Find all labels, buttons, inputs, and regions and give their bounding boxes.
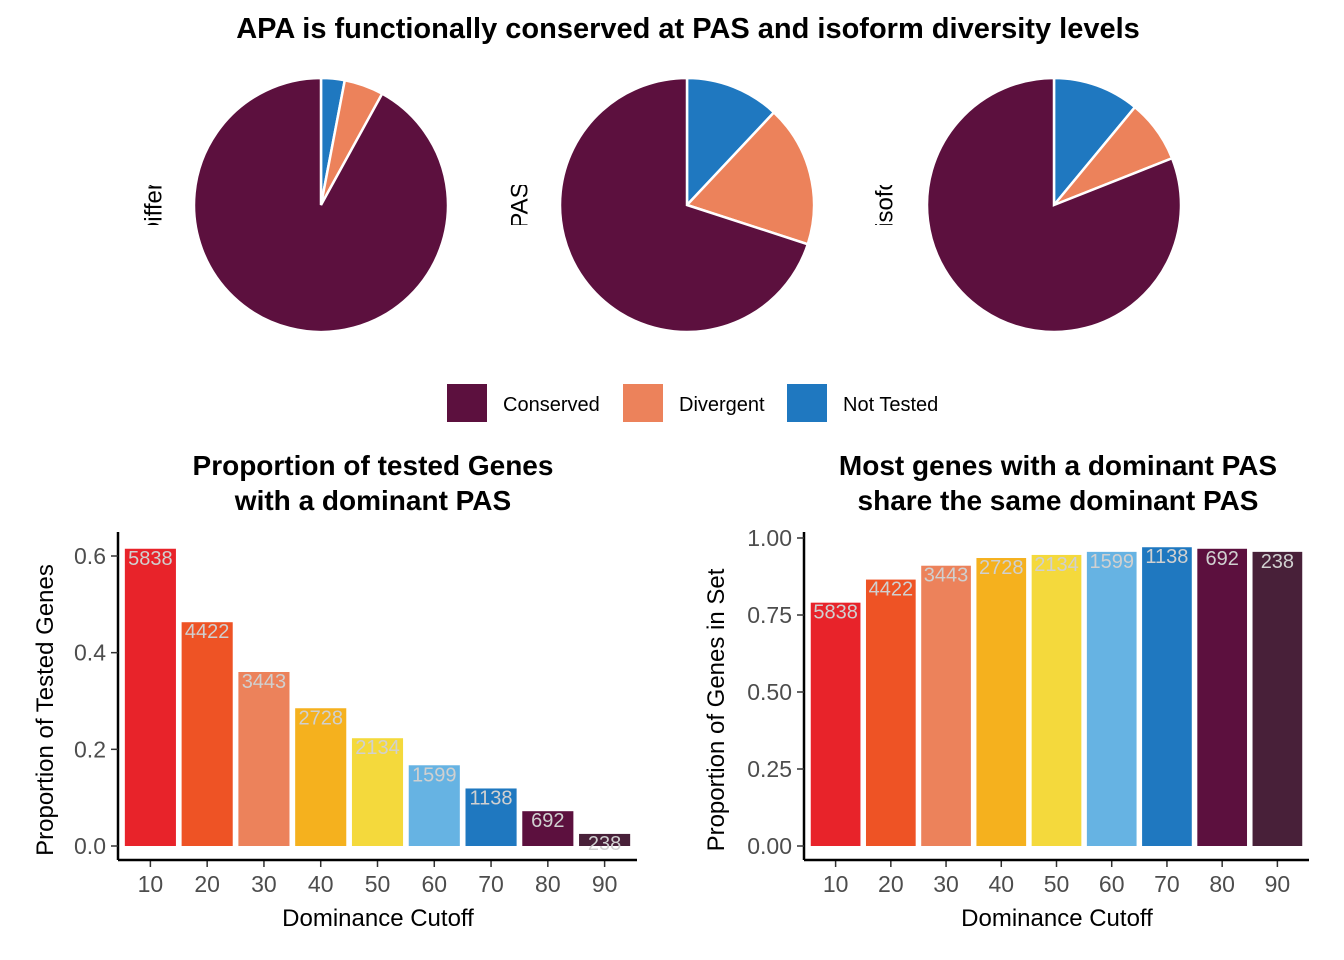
bar-90 [1252,551,1303,846]
bar-30 [921,565,971,846]
x-tick-label: 50 [1044,871,1070,897]
bar-70 [465,788,517,846]
x-tick-label: 40 [308,871,334,897]
bar-40 [295,708,347,846]
bar-label-70: 1138 [470,787,513,809]
pie-slice-conserved [192,76,450,334]
y-tick-label: 0.00 [747,833,792,859]
bar-50 [1031,554,1082,846]
x-tick-label: 90 [1265,871,1291,897]
x-tick-label: 90 [592,871,618,897]
bar-label-80: 692 [531,810,564,832]
x-tick-label: 20 [194,871,220,897]
x-tick-label: 10 [138,871,164,897]
y-axis-label: Proportion of Tested Genes [32,564,59,856]
bar-label-70: 1138 [1145,546,1188,568]
bar-label-40: 2728 [979,557,1024,579]
bar-60 [1086,551,1137,846]
x-tick-label: 60 [1099,871,1125,897]
pie-ylabel: PAS Differences [140,118,167,292]
y-tick-label: 0.4 [74,640,106,666]
x-tick-label: 40 [988,871,1014,897]
legend-label-conserved: Conserved [503,394,600,416]
legend-label-not-tested: Not Tested [843,394,938,416]
x-tick-label: 30 [933,871,959,897]
pie-chart-2: Genes with PAS Differneces [506,55,816,356]
x-tick-label: 80 [1209,871,1235,897]
chart-title-line-2: with a dominant PAS [234,485,511,516]
bar-label-10: 5838 [128,548,173,570]
x-tick-label: 30 [251,871,277,897]
x-tick-label: 60 [421,871,447,897]
bar-chart-1: Proportion of tested Genes with a dominan… [32,450,637,932]
y-tick-label: 0.6 [74,543,106,569]
y-tick-label: 0.50 [747,679,792,705]
bar-label-50: 2134 [355,737,400,759]
pie-slice-conserved [925,76,1183,334]
x-tick-label: 10 [823,871,849,897]
figure-title: APA is functionally conserved at PAS and… [236,13,1140,45]
bar-label-10: 5838 [813,602,858,624]
bar-label-60: 1599 [412,764,457,786]
bar-20 [865,579,916,846]
bar-label-90: 238 [588,833,621,855]
x-tick-label: 20 [878,871,904,897]
pie-chart-3: Differences isoform diversity [871,55,1183,356]
y-tick-label: 0.75 [747,602,792,628]
pie-charts: PAS Differences Genes with PAS Differnece… [140,55,1183,356]
bar-80 [522,811,574,846]
bar-60 [408,765,460,846]
legend-key-divergent [623,384,663,422]
chart-title-line-1: Most genes with a dominant PAS [839,450,1277,481]
legend-key-conserved [447,384,487,422]
x-axis-label: Dominance Cutoff [961,905,1153,932]
legend-key-not-tested [787,384,827,422]
x-tick-label: 70 [1154,871,1180,897]
x-tick-label: 80 [535,871,561,897]
bar-label-60: 1599 [1089,551,1134,573]
bar-70 [1142,547,1192,846]
y-tick-label: 0.0 [74,833,106,859]
bar-label-40: 2728 [298,707,343,729]
y-axis-label: Proportion of Genes in Set [703,568,730,851]
chart-title-line-2: share the same dominant PAS [858,485,1259,516]
chart-title-line-1: Proportion of tested Genes [193,450,554,481]
bar-label-20: 4422 [185,621,230,643]
bar-label-80: 692 [1205,548,1238,570]
bar-80 [1197,548,1248,846]
bar-label-30: 3443 [242,671,287,693]
legend-label-divergent: Divergent [679,394,765,416]
y-tick-label: 1.00 [747,525,792,551]
x-tick-label: 50 [365,871,391,897]
y-tick-label: 0.2 [74,736,106,762]
bar-50 [351,738,404,846]
bar-label-30: 3443 [924,565,969,587]
x-tick-label: 70 [478,871,504,897]
legend: Conserved Divergent Not Tested [447,384,938,422]
bar-40 [976,558,1027,846]
bar-20 [181,622,233,846]
bar-chart-2: Most genes with a dominant PAS share the … [703,450,1309,932]
x-axis-label: Dominance Cutoff [282,905,474,932]
pie-ylabel: Genes with PAS Differneces [506,55,533,356]
pie-ylabel: Differences isoform diversity [871,55,898,356]
pie-chart-1: PAS Differences [140,76,450,334]
bar-charts: Proportion of tested Genes with a dominan… [32,450,1309,932]
bar-label-90: 238 [1261,551,1294,573]
bar-90 [579,833,631,846]
y-tick-label: 0.25 [747,756,792,782]
bar-10 [124,548,176,846]
pie-slice-not-tested [1052,76,1137,209]
bar-label-50: 2134 [1034,554,1079,576]
pie-slice-not-tested [685,76,776,209]
bar-label-20: 4422 [869,579,914,601]
bar-30 [238,672,290,846]
pie-slice-divergent [684,110,816,246]
pie-slice-conserved [558,76,810,334]
bar-10 [810,602,861,846]
